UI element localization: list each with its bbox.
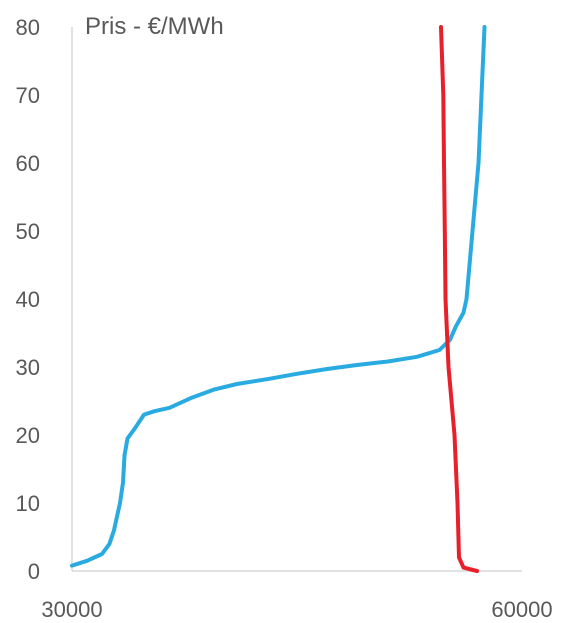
x-tick-labels: 30000 60000 bbox=[41, 597, 552, 622]
y-tick-label: 50 bbox=[16, 219, 40, 244]
x-tick-label: 60000 bbox=[491, 597, 552, 622]
y-tick-label: 60 bbox=[16, 151, 40, 176]
y-tick-label: 0 bbox=[28, 559, 40, 584]
y-tick-labels: 0 10 20 30 40 50 60 70 80 bbox=[16, 15, 40, 584]
x-tick-label: 30000 bbox=[41, 597, 102, 622]
y-tick-label: 40 bbox=[16, 287, 40, 312]
y-axis-title: Pris - €/MWh bbox=[85, 13, 224, 40]
series-line-1 bbox=[439, 25, 479, 573]
y-tick-label: 80 bbox=[16, 15, 40, 40]
y-tick-label: 70 bbox=[16, 83, 40, 108]
series-lines bbox=[70, 25, 487, 573]
y-tick-label: 20 bbox=[16, 423, 40, 448]
series-line-0 bbox=[70, 25, 487, 568]
y-tick-label: 30 bbox=[16, 355, 40, 380]
y-tick-label: 10 bbox=[16, 491, 40, 516]
